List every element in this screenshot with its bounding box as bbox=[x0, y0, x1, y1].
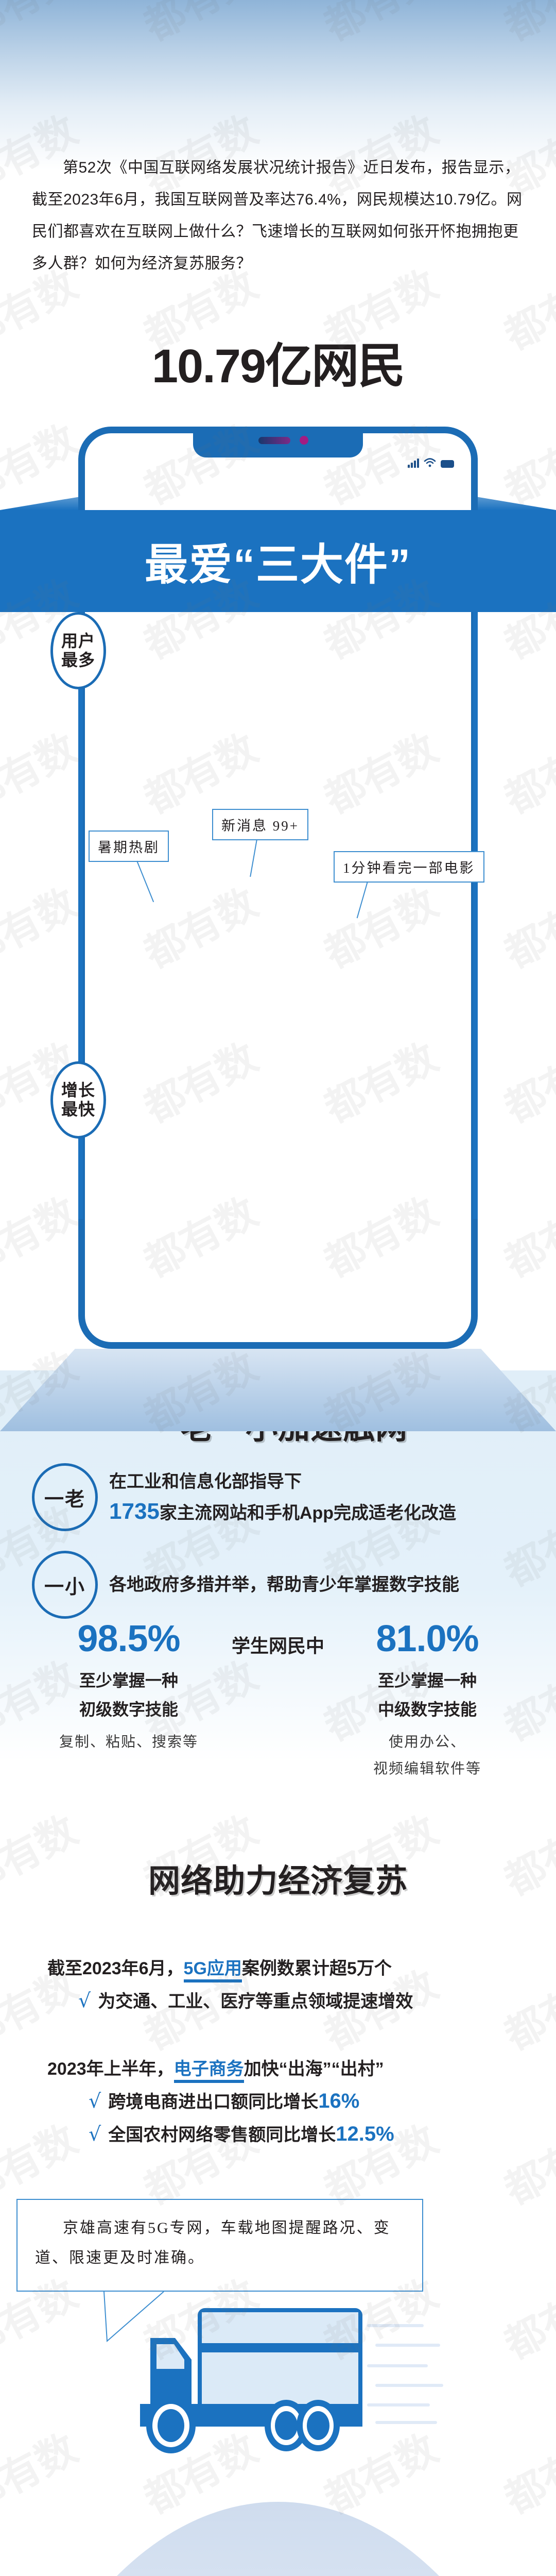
watermark-text: 都有数 bbox=[0, 2572, 86, 2576]
stat-intermediate-desc1: 至少掌握一种 bbox=[377, 1671, 477, 1690]
watermark-text: 都有数 bbox=[497, 1189, 556, 1286]
economy-5g-block: 截至2023年6月，5G应用案例数累计超5万个 √ 为交通、工业、医疗等重点领域提… bbox=[0, 1953, 556, 2018]
tag-most-users-line1: 用户 bbox=[61, 632, 95, 651]
youth-line1: 各地政府多措并举，帮助青少年掌握数字技能 bbox=[109, 1575, 459, 1595]
stat-intermediate-note1: 使用办公、 bbox=[388, 1734, 466, 1750]
penetration-dome-background bbox=[0, 2502, 556, 2576]
check-icon: √ bbox=[78, 1989, 91, 2012]
rail-left bbox=[78, 612, 83, 1219]
row-elderly: 一老 在工业和信息化部指导下 1735家主流网站和手机App完成适老化改造 bbox=[32, 1463, 536, 1531]
signal-bars-icon bbox=[408, 459, 419, 468]
watermark-text: 都有数 bbox=[497, 879, 556, 977]
digital-skills-stats: 98.5% 至少掌握一种 初级数字技能 复制、粘贴、搜索等 学生网民中 81.0… bbox=[0, 1618, 556, 1783]
economy-bullet1: √ 为交通、工业、医疗等重点领域提速增效 bbox=[78, 1989, 413, 2012]
stat-primary-skills: 98.5% 至少掌握一种 初级数字技能 复制、粘贴、搜索等 bbox=[44, 1618, 214, 1756]
bubble-one-minute-movie: 1分钟看完一部电影 bbox=[334, 851, 484, 919]
youth-text: 各地政府多措并举，帮助青少年掌握数字技能 bbox=[109, 1570, 459, 1600]
stat-primary-pct: 98.5% bbox=[77, 1618, 180, 1659]
bubble-new-messages: 新消息 99+ bbox=[212, 809, 308, 877]
tag-most-users-line2: 最多 bbox=[61, 651, 95, 669]
quote-tail bbox=[103, 2292, 164, 2343]
phone-notch bbox=[193, 427, 363, 457]
stat-intermediate-skills: 81.0% 至少掌握一种 中级数字技能 使用办公、 视频编辑软件等 bbox=[342, 1618, 512, 1783]
elderly-line1: 在工业和信息化部指导下 bbox=[109, 1471, 302, 1492]
wifi-icon bbox=[424, 458, 436, 467]
intro-paragraph: 第52次《中国互联网络发展状况统计报告》近日发布，报告显示，截至2023年6月，… bbox=[32, 159, 523, 272]
status-bar-icons bbox=[408, 457, 454, 468]
hero-gradient-background bbox=[0, 0, 556, 170]
stat-intermediate-pct: 81.0% bbox=[376, 1618, 479, 1659]
watermark-text: 都有数 bbox=[493, 2572, 556, 2576]
economy-line2: 2023年上半年，电子商务加快“出海”“出村” bbox=[47, 2053, 556, 2085]
watermark-text: 都有数 bbox=[497, 2425, 556, 2523]
battery-icon bbox=[441, 460, 454, 468]
watermark-text: 都有数 bbox=[0, 879, 85, 977]
tag-most-users: 用户 最多 bbox=[50, 612, 106, 689]
economy-bullet2: √ 跨境电商进出口额同比增长16% bbox=[89, 2090, 360, 2112]
phone-stand bbox=[0, 1349, 556, 1431]
watermark-text: 都有数 bbox=[0, 1189, 85, 1286]
economy-line1: 截至2023年6月，5G应用案例数累计超5万个 bbox=[47, 1953, 556, 1985]
economy-bullet3: √ 全国农村网络零售额同比增长12.5% bbox=[89, 2123, 394, 2145]
tag-elderly: 一老 bbox=[32, 1463, 98, 1531]
bubble-summer-drama: 暑期热剧 bbox=[89, 831, 169, 903]
tag-growth-line1: 增长 bbox=[61, 1081, 95, 1100]
camera-icon bbox=[300, 436, 308, 445]
stat-primary-desc1: 至少掌握一种 bbox=[79, 1671, 178, 1690]
stat-intermediate-desc2: 中级数字技能 bbox=[377, 1700, 477, 1719]
elderly-line2: 1735家主流网站和手机App完成适老化改造 bbox=[109, 1498, 456, 1524]
check-icon: √ bbox=[89, 2090, 101, 2112]
students-label: 学生网民中 bbox=[231, 1635, 324, 1656]
stat-intermediate-note2: 视频编辑软件等 bbox=[373, 1761, 481, 1777]
economy-ecommerce-block: 2023年上半年，电子商务加快“出海”“出村” √ 跨境电商进出口额同比增长16%… bbox=[0, 2053, 556, 2151]
elderly-text: 在工业和信息化部指导下 1735家主流网站和手机App完成适老化改造 bbox=[109, 1467, 456, 1528]
economy-title: 网络助力经济复苏 bbox=[148, 1863, 408, 1899]
tag-fastest-growth: 增长 最快 bbox=[50, 1061, 106, 1139]
speaker-icon bbox=[258, 437, 290, 444]
banner-three-items: 最爱“三大件” bbox=[0, 510, 556, 612]
tag-youth: 一小 bbox=[32, 1551, 98, 1619]
row-youth: 一小 各地政府多措并举，帮助青少年掌握数字技能 bbox=[32, 1551, 536, 1619]
truck-icon bbox=[140, 2308, 443, 2453]
check-icon: √ bbox=[89, 2123, 101, 2145]
watermark-text: 都有数 bbox=[0, 2425, 85, 2523]
page-title: 10.79亿网民 bbox=[151, 340, 405, 393]
watermark-text: 都有数 bbox=[497, 2270, 556, 2368]
economy-quote-box: 京雄高速有5G专网，车载地图提醒路况、变道、限速更及时准确。 bbox=[16, 2199, 423, 2292]
tag-growth-line2: 最快 bbox=[61, 1100, 95, 1118]
stat-primary-note: 复制、粘贴、搜索等 bbox=[59, 1734, 198, 1750]
rail-right bbox=[473, 612, 478, 1219]
banner-label: 最爱“三大件” bbox=[144, 540, 411, 589]
stat-primary-desc2: 初级数字技能 bbox=[79, 1700, 178, 1719]
